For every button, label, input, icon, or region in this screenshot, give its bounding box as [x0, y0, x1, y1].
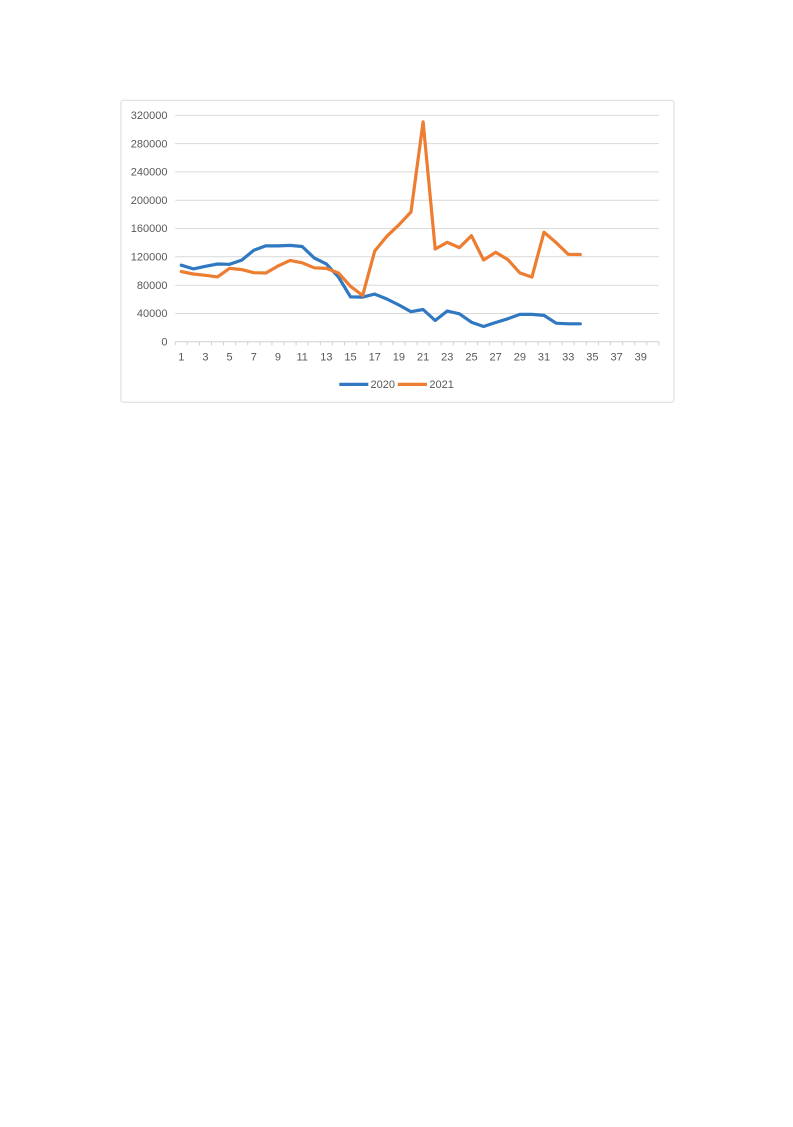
svg-text:17: 17: [369, 352, 381, 364]
svg-text:7: 7: [251, 352, 257, 364]
svg-text:15: 15: [344, 352, 356, 364]
svg-text:160000: 160000: [131, 223, 168, 235]
svg-text:21: 21: [417, 352, 429, 364]
svg-text:240000: 240000: [131, 167, 168, 179]
svg-text:13: 13: [320, 352, 332, 364]
svg-text:280000: 280000: [131, 138, 168, 150]
svg-text:39: 39: [635, 352, 647, 364]
svg-text:11: 11: [296, 352, 307, 364]
svg-text:2021: 2021: [429, 379, 453, 391]
svg-text:9: 9: [275, 352, 281, 364]
svg-text:2020: 2020: [371, 379, 395, 391]
svg-text:27: 27: [490, 352, 502, 364]
svg-text:80000: 80000: [137, 280, 168, 292]
svg-text:320000: 320000: [131, 110, 168, 122]
svg-text:19: 19: [393, 352, 405, 364]
svg-text:37: 37: [610, 352, 622, 364]
svg-text:120000: 120000: [131, 252, 168, 264]
svg-text:0: 0: [161, 337, 167, 349]
svg-text:33: 33: [562, 352, 574, 364]
svg-text:5: 5: [227, 352, 233, 364]
svg-text:25: 25: [465, 352, 477, 364]
svg-text:200000: 200000: [131, 195, 168, 207]
svg-text:35: 35: [586, 352, 598, 364]
svg-text:3: 3: [202, 352, 208, 364]
svg-text:40000: 40000: [137, 308, 168, 320]
svg-text:29: 29: [514, 352, 526, 364]
svg-text:23: 23: [441, 352, 453, 364]
svg-text:31: 31: [538, 352, 550, 364]
svg-text:1: 1: [178, 352, 184, 364]
